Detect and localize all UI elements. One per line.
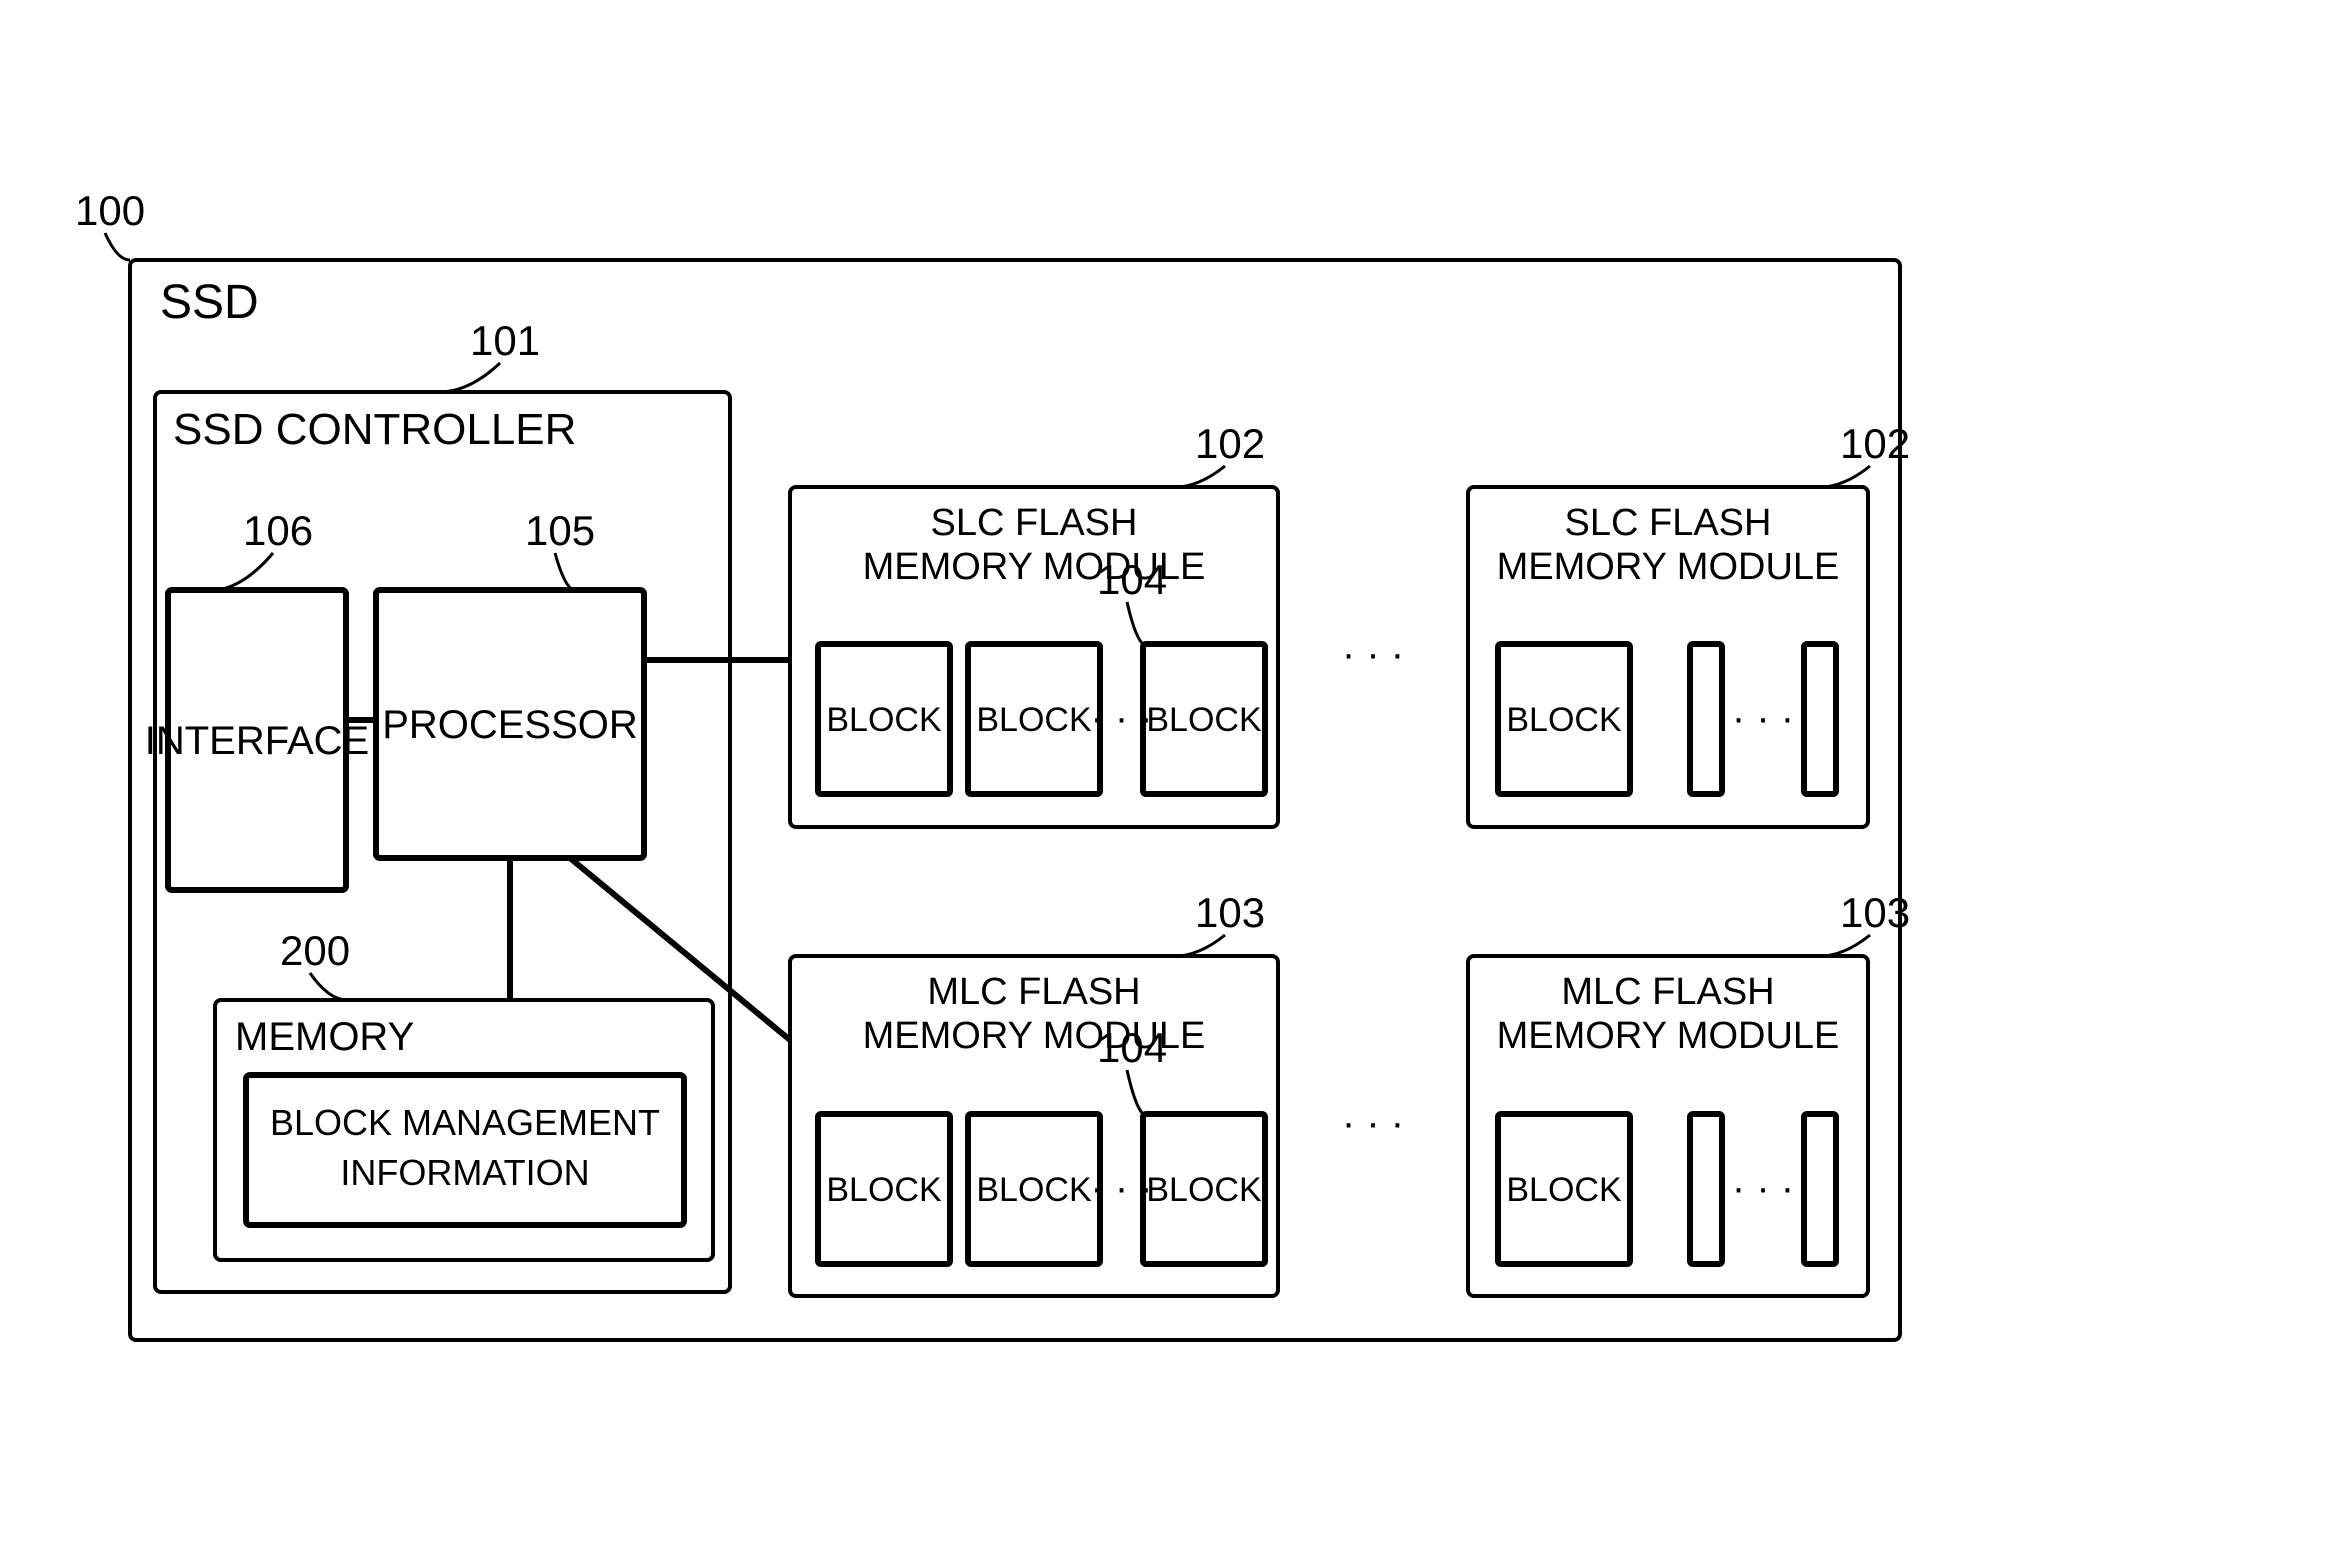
block-mgmt-label-1: BLOCK MANAGEMENT <box>270 1102 660 1143</box>
ref-iface-leader <box>218 553 273 590</box>
ref-blk_bot-leader <box>1127 1070 1143 1114</box>
ref-blk_top-leader <box>1127 602 1143 644</box>
ref-slc2-ref: 102 <box>1840 420 1910 467</box>
ref-mlc2-leader <box>1810 935 1870 956</box>
ref-blk_bot-ref: 104 <box>1097 1024 1167 1071</box>
mlc-module-2-block-0-label: BLOCK <box>1506 1171 1622 1209</box>
mlc-module-1-block-2-label: BLOCK <box>1146 1171 1262 1209</box>
interface-label: INTERFACE <box>145 719 369 763</box>
slc-module-2-block-2 <box>1804 644 1836 794</box>
mlc-module-1-block-1-label: BLOCK <box>976 1171 1092 1209</box>
ref-mlc1-ref: 103 <box>1195 889 1265 936</box>
mlc-module-1-inner-ellipsis: · · · <box>1090 1166 1152 1210</box>
slc-module-1-block-1-label: BLOCK <box>976 701 1092 739</box>
ref-iface-ref: 106 <box>243 507 313 554</box>
ref-ctrl-leader <box>440 363 500 392</box>
ref-ssd-ref: 100 <box>75 187 145 234</box>
memory-label: MEMORY <box>235 1015 414 1059</box>
slc-module-2-block-0-label: BLOCK <box>1506 701 1622 739</box>
ref-mlc1-leader <box>1165 935 1225 956</box>
ref-proc-ref: 105 <box>525 507 595 554</box>
ref-proc-leader <box>555 553 573 590</box>
mlc-module-2-ellipsis: · · · <box>1732 1166 1794 1210</box>
ref-mlc2-ref: 103 <box>1840 889 1910 936</box>
ref-mem-ref: 200 <box>280 927 350 974</box>
processor-label: PROCESSOR <box>382 703 638 747</box>
slc-module-1-block-0-label: BLOCK <box>826 701 942 739</box>
mlc-module-1-block-0-label: BLOCK <box>826 1171 942 1209</box>
mlc-module-2-block-2 <box>1804 1114 1836 1264</box>
slc-module-2-title-1: SLC FLASH <box>1565 502 1772 544</box>
conn-processor-mlc <box>570 858 790 1040</box>
ssd-controller-label: SSD CONTROLLER <box>173 405 576 454</box>
mlc-module-2-block-1 <box>1690 1114 1722 1264</box>
slc-module-2-block-1 <box>1690 644 1722 794</box>
slc-module-1-title-1: SLC FLASH <box>931 502 1138 544</box>
ref-slc1-ref: 102 <box>1195 420 1265 467</box>
slc-module-1-block-2-label: BLOCK <box>1146 701 1262 739</box>
slc-module-1-inner-ellipsis: · · · <box>1090 696 1152 740</box>
ref-blk_top-ref: 104 <box>1097 556 1167 603</box>
block-mgmt-label-2: INFORMATION <box>340 1152 589 1193</box>
ssd-label: SSD <box>160 276 259 329</box>
ref-ssd-leader <box>105 233 130 260</box>
mlc-module-2-title-1: MLC FLASH <box>1561 971 1774 1013</box>
mlc-module-2-title-2: MEMORY MODULE <box>1497 1015 1840 1057</box>
mlc-modules-ellipsis: · · · <box>1342 1101 1404 1145</box>
ref-mem-leader <box>310 973 348 1000</box>
ref-ctrl-ref: 101 <box>470 317 540 364</box>
slc-module-2-title-2: MEMORY MODULE <box>1497 546 1840 588</box>
mlc-module-1-title-1: MLC FLASH <box>927 971 1140 1013</box>
ref-slc2-leader <box>1810 466 1870 487</box>
ref-slc1-leader <box>1165 466 1225 487</box>
slc-module-2-ellipsis: · · · <box>1732 696 1794 740</box>
slc-modules-ellipsis: · · · <box>1342 632 1404 676</box>
block-mgmt-box <box>246 1075 684 1225</box>
